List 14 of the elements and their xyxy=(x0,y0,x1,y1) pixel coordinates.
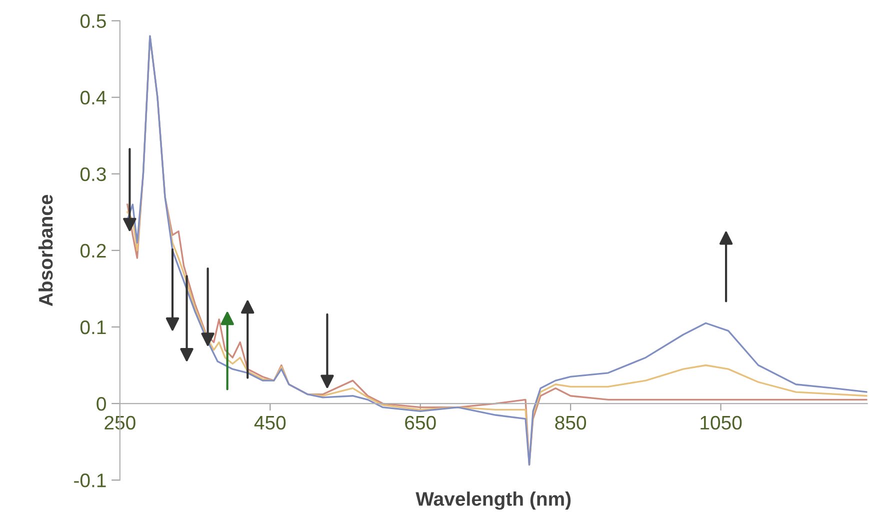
y-tick-label: 0.3 xyxy=(80,167,106,182)
y-tick-label: 0.5 xyxy=(80,14,106,28)
x-tick-label: 250 xyxy=(104,416,136,430)
y-tick-label: -0.1 xyxy=(74,474,106,488)
y-tick-label: 0.2 xyxy=(80,244,106,258)
y-tick-label: 0.4 xyxy=(80,90,106,105)
y-tick-label: 0 xyxy=(96,396,106,411)
x-tick-label: 450 xyxy=(254,416,286,430)
y-axis-title: Absorbance xyxy=(38,194,53,306)
y-tick-label: 0.1 xyxy=(80,320,106,334)
x-tick-label: 850 xyxy=(555,416,586,430)
x-axis-title: Wavelength (nm) xyxy=(416,492,571,510)
x-tick-label: 1050 xyxy=(700,416,742,430)
x-tick-label: 650 xyxy=(405,416,436,430)
